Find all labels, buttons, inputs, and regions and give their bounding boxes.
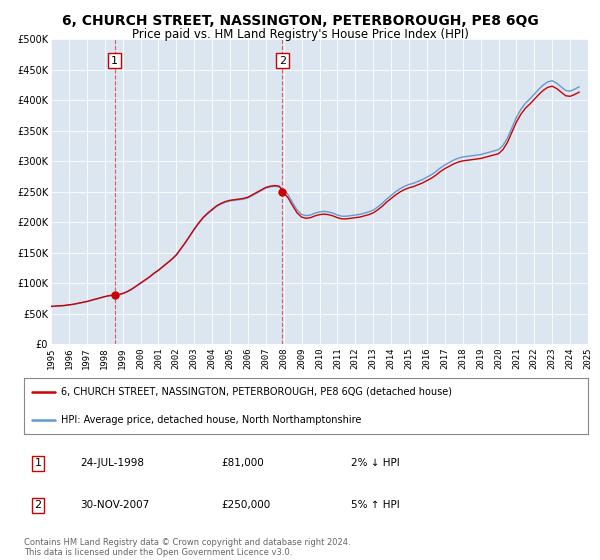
Text: 24-JUL-1998: 24-JUL-1998 [80, 459, 145, 468]
Text: 30-NOV-2007: 30-NOV-2007 [80, 501, 149, 510]
Text: 2% ↓ HPI: 2% ↓ HPI [351, 459, 400, 468]
Text: 2: 2 [35, 501, 41, 510]
Text: 6, CHURCH STREET, NASSINGTON, PETERBOROUGH, PE8 6QG (detached house): 6, CHURCH STREET, NASSINGTON, PETERBOROU… [61, 387, 452, 397]
Text: 1: 1 [35, 459, 41, 468]
Text: 5% ↑ HPI: 5% ↑ HPI [351, 501, 400, 510]
Text: 6, CHURCH STREET, NASSINGTON, PETERBOROUGH, PE8 6QG: 6, CHURCH STREET, NASSINGTON, PETERBOROU… [62, 14, 538, 28]
Text: Contains HM Land Registry data © Crown copyright and database right 2024.
This d: Contains HM Land Registry data © Crown c… [24, 538, 350, 557]
Text: 2: 2 [279, 55, 286, 66]
Text: 1: 1 [111, 55, 118, 66]
Text: £250,000: £250,000 [221, 501, 271, 510]
Text: HPI: Average price, detached house, North Northamptonshire: HPI: Average price, detached house, Nort… [61, 415, 361, 425]
Text: £81,000: £81,000 [221, 459, 264, 468]
Text: Price paid vs. HM Land Registry's House Price Index (HPI): Price paid vs. HM Land Registry's House … [131, 28, 469, 41]
